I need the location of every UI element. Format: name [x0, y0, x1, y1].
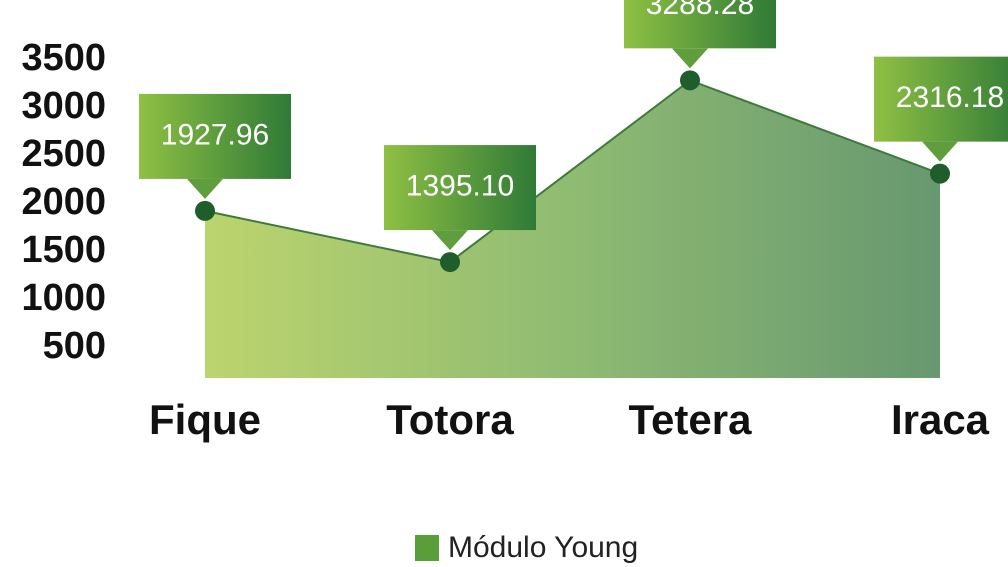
callout-pointer: [432, 230, 468, 251]
x-tick-label: Iraca: [891, 396, 990, 443]
callout: [384, 145, 536, 231]
x-tick-label: Tetera: [629, 396, 753, 443]
y-tick-label: 3000: [21, 85, 106, 127]
x-tick-label: Fique: [149, 396, 261, 443]
callout: [874, 56, 1008, 142]
value-label: 1395.10: [406, 169, 514, 202]
value-label: 2316.18: [896, 81, 1004, 114]
x-tick-label: Totora: [386, 396, 514, 443]
y-tick-label: 2000: [21, 181, 106, 223]
legend-swatch: [415, 535, 439, 561]
value-label: 1927.96: [161, 118, 269, 151]
legend-label: Módulo Young: [448, 531, 638, 564]
point: [440, 252, 460, 273]
area-fill: [205, 80, 940, 378]
line: [204, 79, 941, 264]
y-tick-label: 500: [43, 325, 106, 367]
point: [195, 200, 215, 221]
point: [680, 70, 700, 91]
y-tick-label: 1500: [21, 229, 106, 271]
callout-pointer: [187, 178, 223, 199]
callout-pointer: [672, 48, 708, 69]
y-tick-label: 3500: [21, 37, 106, 79]
point: [930, 163, 950, 184]
callout: [624, 0, 776, 49]
y-tick-label: 2500: [21, 133, 106, 175]
y-tick-label: 1000: [21, 277, 106, 319]
callout-pointer: [922, 141, 958, 162]
callout: [139, 93, 291, 179]
value-label: 3288.28: [646, 0, 754, 21]
